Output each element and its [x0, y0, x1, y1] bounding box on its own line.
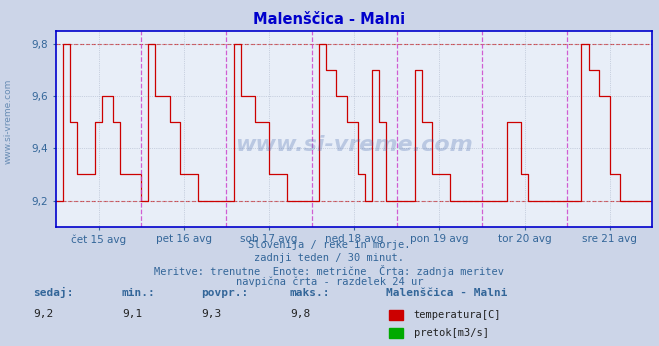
- Text: pretok[m3/s]: pretok[m3/s]: [414, 328, 489, 338]
- Text: www.si-vreme.com: www.si-vreme.com: [235, 135, 473, 155]
- Text: 9,8: 9,8: [290, 309, 310, 319]
- Text: Meritve: trenutne  Enote: metrične  Črta: zadnja meritev: Meritve: trenutne Enote: metrične Črta: …: [154, 265, 505, 277]
- Text: sedaj:: sedaj:: [33, 287, 73, 298]
- Text: Malenščica - Malni: Malenščica - Malni: [254, 12, 405, 27]
- Text: zadnji teden / 30 minut.: zadnji teden / 30 minut.: [254, 253, 405, 263]
- Text: min.:: min.:: [122, 288, 156, 298]
- Text: 9,1: 9,1: [122, 309, 142, 319]
- Text: Malenščica - Malni: Malenščica - Malni: [386, 288, 507, 298]
- Text: povpr.:: povpr.:: [201, 288, 248, 298]
- Text: 9,2: 9,2: [33, 309, 53, 319]
- Text: Slovenija / reke in morje.: Slovenija / reke in morje.: [248, 240, 411, 251]
- Text: navpična črta - razdelek 24 ur: navpična črta - razdelek 24 ur: [236, 277, 423, 287]
- Text: temperatura[C]: temperatura[C]: [414, 310, 501, 320]
- Text: maks.:: maks.:: [290, 288, 330, 298]
- Text: 9,3: 9,3: [201, 309, 221, 319]
- Text: www.si-vreme.com: www.si-vreme.com: [3, 79, 13, 164]
